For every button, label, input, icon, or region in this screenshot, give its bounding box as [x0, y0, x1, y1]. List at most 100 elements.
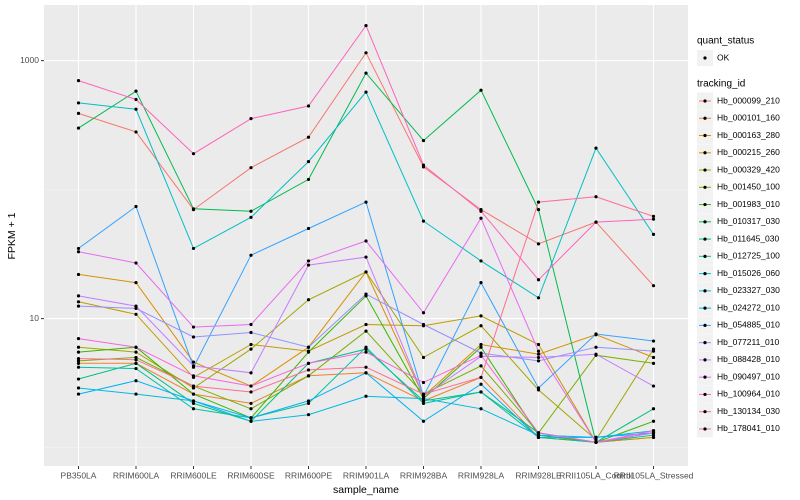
data-point — [249, 215, 253, 219]
legend-label: Hb_011645_030 — [717, 233, 780, 243]
data-point — [364, 200, 368, 204]
data-point — [479, 88, 483, 92]
data-point — [306, 135, 311, 139]
data-point — [306, 368, 311, 372]
data-point — [651, 349, 656, 353]
data-point — [364, 329, 368, 333]
x-tick-label: RRIM600SE — [227, 470, 275, 480]
data-point — [364, 71, 368, 75]
data-point — [191, 207, 196, 211]
data-point — [364, 394, 368, 398]
data-point — [651, 419, 656, 423]
data-point — [134, 392, 138, 396]
legend-label: Hb_001983_010 — [717, 199, 780, 209]
legend-label: Hb_054885_010 — [717, 320, 780, 330]
data-point — [76, 246, 81, 251]
data-point — [76, 250, 81, 254]
legend-point — [703, 168, 707, 172]
data-point — [249, 166, 253, 170]
data-point — [134, 97, 138, 102]
legend-label: Hb_178041_010 — [717, 423, 780, 433]
data-point — [421, 355, 426, 360]
data-point — [421, 163, 426, 167]
data-point — [479, 407, 483, 411]
data-point — [479, 390, 483, 394]
legend-point — [703, 375, 707, 379]
data-point — [479, 353, 483, 357]
legend-point — [703, 272, 707, 276]
legend-label: Hb_015026_060 — [717, 268, 780, 278]
data-point — [364, 345, 368, 349]
data-point — [76, 377, 81, 381]
data-point — [76, 294, 81, 298]
data-point — [134, 306, 138, 310]
data-point — [364, 23, 368, 28]
legend-label: Hb_001450_100 — [717, 182, 780, 192]
data-point — [651, 214, 656, 219]
x-tick-label: RRIM928LE — [515, 470, 562, 480]
data-point — [364, 371, 368, 375]
data-point — [134, 204, 138, 209]
data-point — [249, 384, 253, 388]
data-point — [594, 332, 598, 336]
data-point — [479, 259, 483, 263]
data-point — [364, 90, 368, 94]
legend-label: Hb_012725_100 — [717, 251, 780, 261]
data-point — [306, 263, 311, 267]
data-point — [134, 89, 138, 93]
data-point — [76, 272, 81, 277]
legend-label: OK — [717, 52, 730, 62]
data-point — [76, 392, 81, 396]
data-point — [594, 345, 598, 349]
data-point — [536, 278, 541, 282]
data-point — [306, 413, 311, 417]
legend-point — [703, 254, 707, 258]
data-point — [76, 365, 81, 369]
data-point — [651, 355, 656, 360]
x-tick-label: RRIM928LA — [458, 470, 505, 480]
data-point — [134, 107, 138, 111]
x-tick-label: RRIM901LA — [343, 470, 390, 480]
data-point — [191, 152, 196, 156]
data-point — [306, 226, 311, 231]
data-point — [421, 394, 426, 398]
data-point — [479, 209, 483, 213]
data-point — [651, 284, 656, 288]
data-point — [479, 382, 483, 386]
data-point — [536, 352, 541, 356]
data-point — [479, 314, 483, 318]
data-point — [249, 253, 253, 257]
data-point — [249, 407, 253, 411]
legend-point — [703, 56, 707, 60]
legend-point — [703, 410, 707, 414]
data-point — [191, 384, 196, 388]
legend-label: Hb_090497_010 — [717, 371, 780, 381]
legend-title: quant_status — [697, 36, 754, 47]
data-point — [76, 359, 81, 363]
legend-label: Hb_023327_030 — [717, 285, 780, 295]
data-point — [421, 219, 426, 223]
data-point — [134, 355, 138, 360]
data-point — [594, 195, 598, 199]
data-point — [421, 401, 426, 406]
legend-point — [703, 185, 707, 189]
data-point — [536, 386, 541, 390]
data-point — [421, 322, 426, 327]
legend-label: Hb_000099_210 — [717, 95, 780, 105]
data-point — [249, 330, 253, 335]
x-tick-label: RRIM928BA — [400, 470, 448, 480]
data-point — [594, 438, 598, 442]
legend-point — [703, 427, 707, 431]
data-point — [76, 350, 81, 354]
data-point — [651, 217, 656, 221]
legend-point — [703, 151, 707, 155]
data-point — [249, 419, 253, 423]
data-point — [76, 336, 81, 341]
data-point — [249, 371, 253, 375]
legend-point — [703, 392, 707, 397]
data-point — [191, 401, 196, 406]
data-point — [191, 374, 196, 378]
legend-label: Hb_024272_010 — [717, 302, 780, 312]
data-point — [249, 322, 253, 327]
data-point — [306, 104, 311, 108]
